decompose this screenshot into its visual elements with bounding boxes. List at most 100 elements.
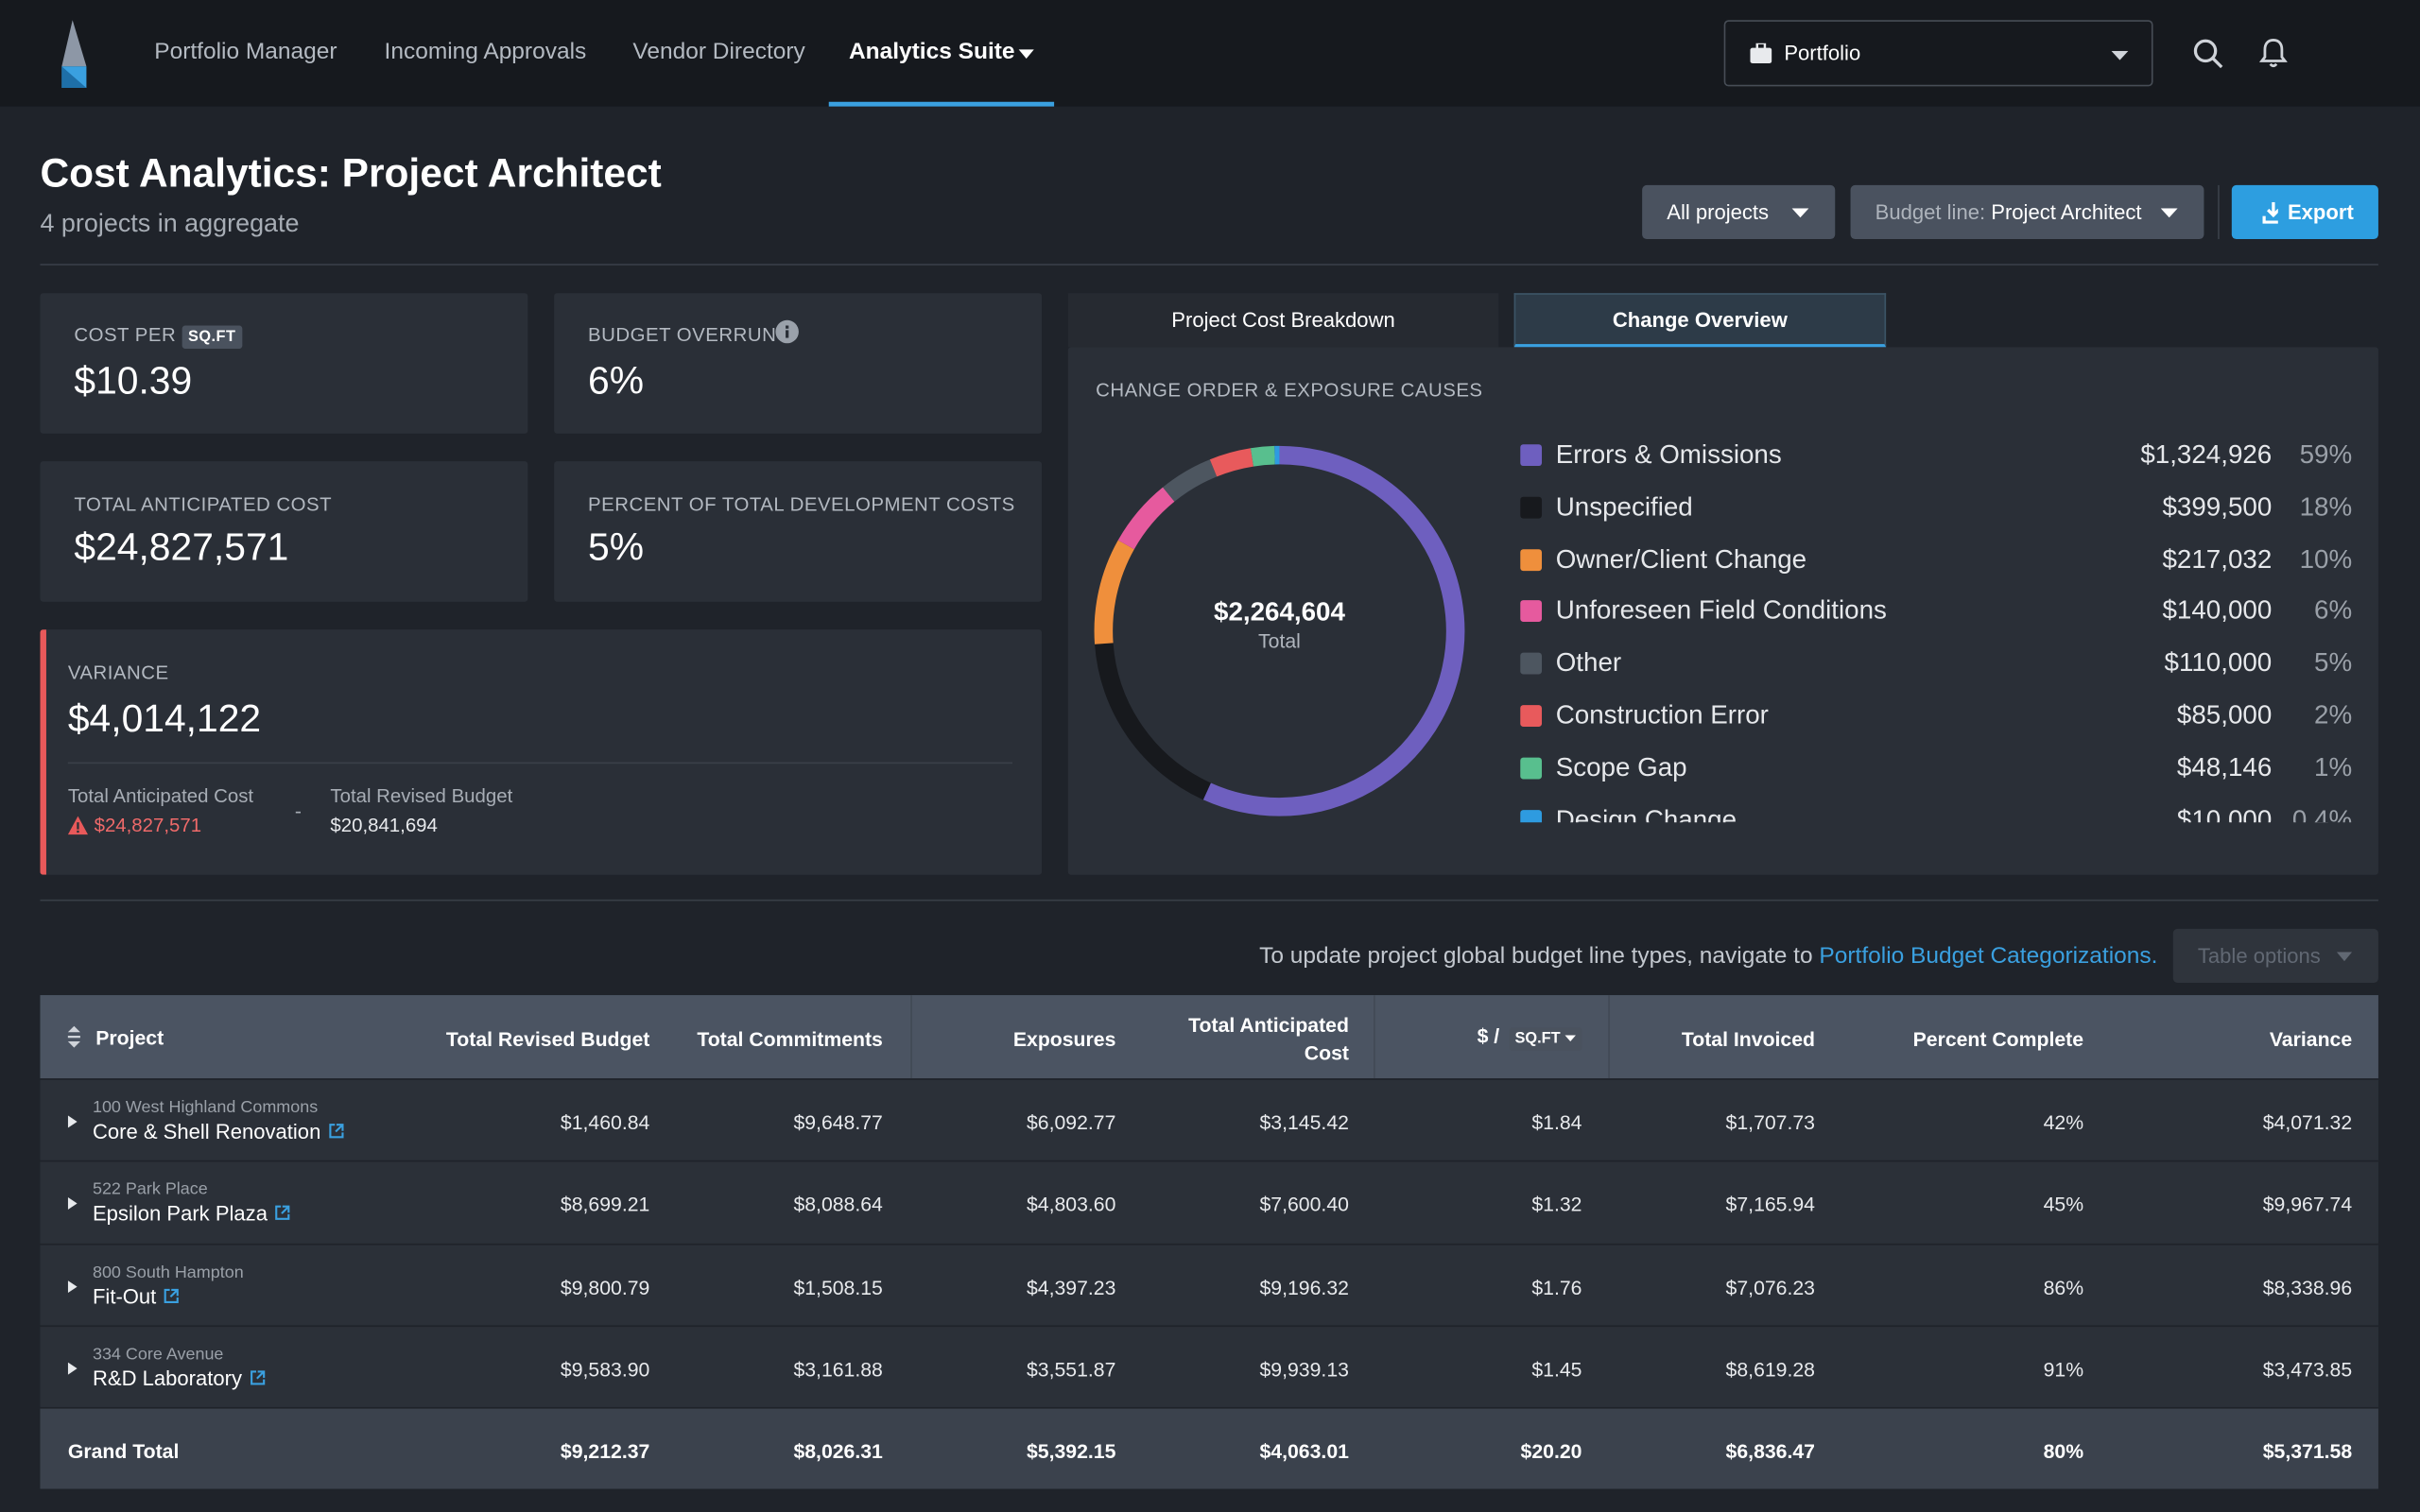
table-cell: $3,551.87 bbox=[1026, 1357, 1116, 1382]
table-row: 800 South Hampton Fit-Out $9,800.79 $1,508.… bbox=[40, 1243, 2378, 1325]
budget-line-filter[interactable]: Budget line: Project Architect bbox=[1850, 184, 2204, 240]
table-cell: 91% bbox=[2043, 1357, 2084, 1382]
nav-item[interactable]: Portfolio Manager bbox=[154, 38, 337, 65]
legend-item: Errors & Omissions $1,324,926 59% bbox=[1520, 437, 2354, 490]
column-header[interactable]: Variance bbox=[2269, 1027, 2353, 1051]
column-header[interactable]: Project bbox=[95, 1025, 164, 1050]
sort-icon[interactable] bbox=[66, 1025, 81, 1048]
legend-value: $48,146 bbox=[2176, 752, 2273, 782]
caret-icon bbox=[1791, 208, 1809, 218]
legend-percent: 0.4% bbox=[2291, 804, 2353, 823]
table-cell: $5,371.58 bbox=[2262, 1439, 2353, 1464]
table-row: 100 West Highland Commons Core & Shell Re… bbox=[40, 1078, 2378, 1160]
divider bbox=[67, 762, 1013, 765]
column-separator bbox=[910, 995, 912, 1079]
project-name[interactable]: Epsilon Park Plaza bbox=[93, 1202, 290, 1226]
table-cell: $7,165.94 bbox=[1725, 1193, 1816, 1217]
legend-percent: 18% bbox=[2299, 491, 2353, 522]
expand-icon[interactable] bbox=[67, 1280, 78, 1293]
unit-badge[interactable]: SQ.FT bbox=[182, 325, 243, 349]
center-value: $2,264,604 bbox=[1214, 596, 1345, 626]
table-note: To update project global budget line typ… bbox=[1259, 943, 2157, 970]
table-options-button[interactable]: Table options bbox=[2172, 928, 2378, 983]
column-header[interactable]: Percent Complete bbox=[1912, 1027, 2084, 1051]
info-icon[interactable] bbox=[775, 319, 800, 344]
table-cell: $9,583.90 bbox=[560, 1357, 650, 1382]
project-address: 522 Park Place bbox=[92, 1180, 208, 1200]
legend-value: $110,000 bbox=[2164, 648, 2273, 679]
kpi-card: COST PER SQ.FT $10.39 bbox=[40, 293, 528, 434]
external-link-icon[interactable] bbox=[164, 1288, 180, 1303]
unit-badge[interactable]: SQ.FT bbox=[1508, 1027, 1582, 1051]
project-address: 334 Core Avenue bbox=[92, 1345, 224, 1365]
legend-value: $85,000 bbox=[2176, 700, 2273, 730]
kpi-label: VARIANCE bbox=[67, 662, 169, 684]
caret-icon bbox=[2336, 952, 2353, 962]
legend-percent: 1% bbox=[2314, 752, 2353, 782]
table-cell: $8,088.64 bbox=[793, 1193, 883, 1217]
caret-icon bbox=[2111, 50, 2129, 60]
legend-item: Unforeseen Field Conditions $140,000 6% bbox=[1520, 593, 2354, 646]
table-cell: $1.84 bbox=[1531, 1110, 1582, 1134]
portfolio-select[interactable]: Portfolio bbox=[1723, 20, 2153, 87]
table-cell: $9,648.77 bbox=[793, 1110, 883, 1134]
legend-percent: 59% bbox=[2299, 439, 2353, 470]
project-address: 800 South Hampton bbox=[92, 1263, 244, 1282]
total-label: Grand Total bbox=[67, 1439, 180, 1464]
search-icon[interactable] bbox=[2193, 39, 2224, 70]
export-button[interactable]: Export bbox=[2231, 184, 2378, 240]
briefcase-icon bbox=[1750, 43, 1772, 63]
legend-item: Design Change $10,000 0.4% bbox=[1520, 801, 2354, 823]
external-link-icon[interactable] bbox=[250, 1370, 265, 1385]
legend-swatch bbox=[1520, 757, 1543, 780]
grand-total-row: Grand Total $9,212.37 $8,026.31 $5,392.15 $4… bbox=[40, 1407, 2378, 1489]
column-header[interactable]: Total Revised Budget bbox=[445, 1027, 650, 1051]
bell-icon[interactable] bbox=[2259, 39, 2288, 68]
table-cell: $9,967.74 bbox=[2262, 1193, 2353, 1217]
legend-percent: 2% bbox=[2314, 700, 2353, 730]
divider bbox=[40, 264, 2378, 266]
project-name[interactable]: Fit-Out bbox=[93, 1284, 180, 1308]
legend-item: Scope Gap $48,146 1% bbox=[1520, 749, 2354, 802]
expand-icon[interactable] bbox=[67, 1115, 78, 1128]
project-name[interactable]: Core & Shell Renovation bbox=[93, 1120, 344, 1143]
table-cell: $6,836.47 bbox=[1725, 1439, 1816, 1464]
project-name[interactable]: R&D Laboratory bbox=[93, 1366, 266, 1390]
legend-value: $1,324,926 bbox=[2140, 439, 2273, 470]
projects-filter[interactable]: All projects bbox=[1642, 184, 1836, 240]
legend-label: Errors & Omissions bbox=[1555, 439, 1782, 470]
table-cell: $8,619.28 bbox=[1725, 1357, 1816, 1382]
variance-part-label: Total Anticipated Cost bbox=[67, 785, 254, 807]
kpi-value: 5% bbox=[588, 525, 645, 570]
nav-item[interactable]: Incoming Approvals bbox=[384, 38, 587, 65]
filter-label: Budget line: bbox=[1875, 200, 1986, 224]
column-header[interactable]: Total Commitments bbox=[697, 1027, 883, 1051]
kpi-card: BUDGET OVERRUN 6% bbox=[554, 293, 1043, 434]
column-header[interactable]: Total Anticipated Cost bbox=[1188, 1013, 1349, 1065]
variance-card: VARIANCE $4,014,122 Total Anticipated Co… bbox=[40, 629, 1043, 875]
column-header[interactable]: Exposures bbox=[1012, 1027, 1116, 1051]
legend-value: $140,000 bbox=[2162, 595, 2273, 626]
legend-swatch bbox=[1520, 600, 1543, 623]
table-cell: $5,392.15 bbox=[1026, 1439, 1116, 1464]
legend-item: Unspecified $399,500 18% bbox=[1520, 489, 2354, 541]
legend-swatch bbox=[1520, 548, 1543, 571]
kpi-card: TOTAL ANTICIPATED COST $24,827,571 bbox=[40, 461, 528, 602]
external-link-icon[interactable] bbox=[329, 1124, 344, 1139]
note-link[interactable]: Portfolio Budget Categorizations. bbox=[1819, 942, 2158, 970]
column-header[interactable]: Total Invoiced bbox=[1681, 1027, 1816, 1051]
donut-segment bbox=[1095, 643, 1211, 800]
table-cell: $20.20 bbox=[1520, 1439, 1582, 1464]
table-cell: $1.76 bbox=[1531, 1275, 1582, 1299]
external-link-icon[interactable] bbox=[275, 1206, 290, 1221]
table-cell: $8,699.21 bbox=[560, 1193, 650, 1217]
expand-icon[interactable] bbox=[67, 1197, 78, 1211]
nav-item[interactable]: Vendor Directory bbox=[632, 38, 805, 65]
tab-active[interactable]: Change Overview bbox=[1513, 293, 1887, 348]
column-header[interactable]: $ / SQ.FT bbox=[1335, 1022, 1582, 1054]
logo[interactable] bbox=[57, 20, 91, 89]
nav-item[interactable]: Analytics Suite bbox=[848, 38, 1015, 65]
expand-icon[interactable] bbox=[67, 1362, 78, 1375]
donut-segment bbox=[1202, 445, 1465, 816]
tab[interactable]: Project Cost Breakdown bbox=[1067, 293, 1499, 348]
